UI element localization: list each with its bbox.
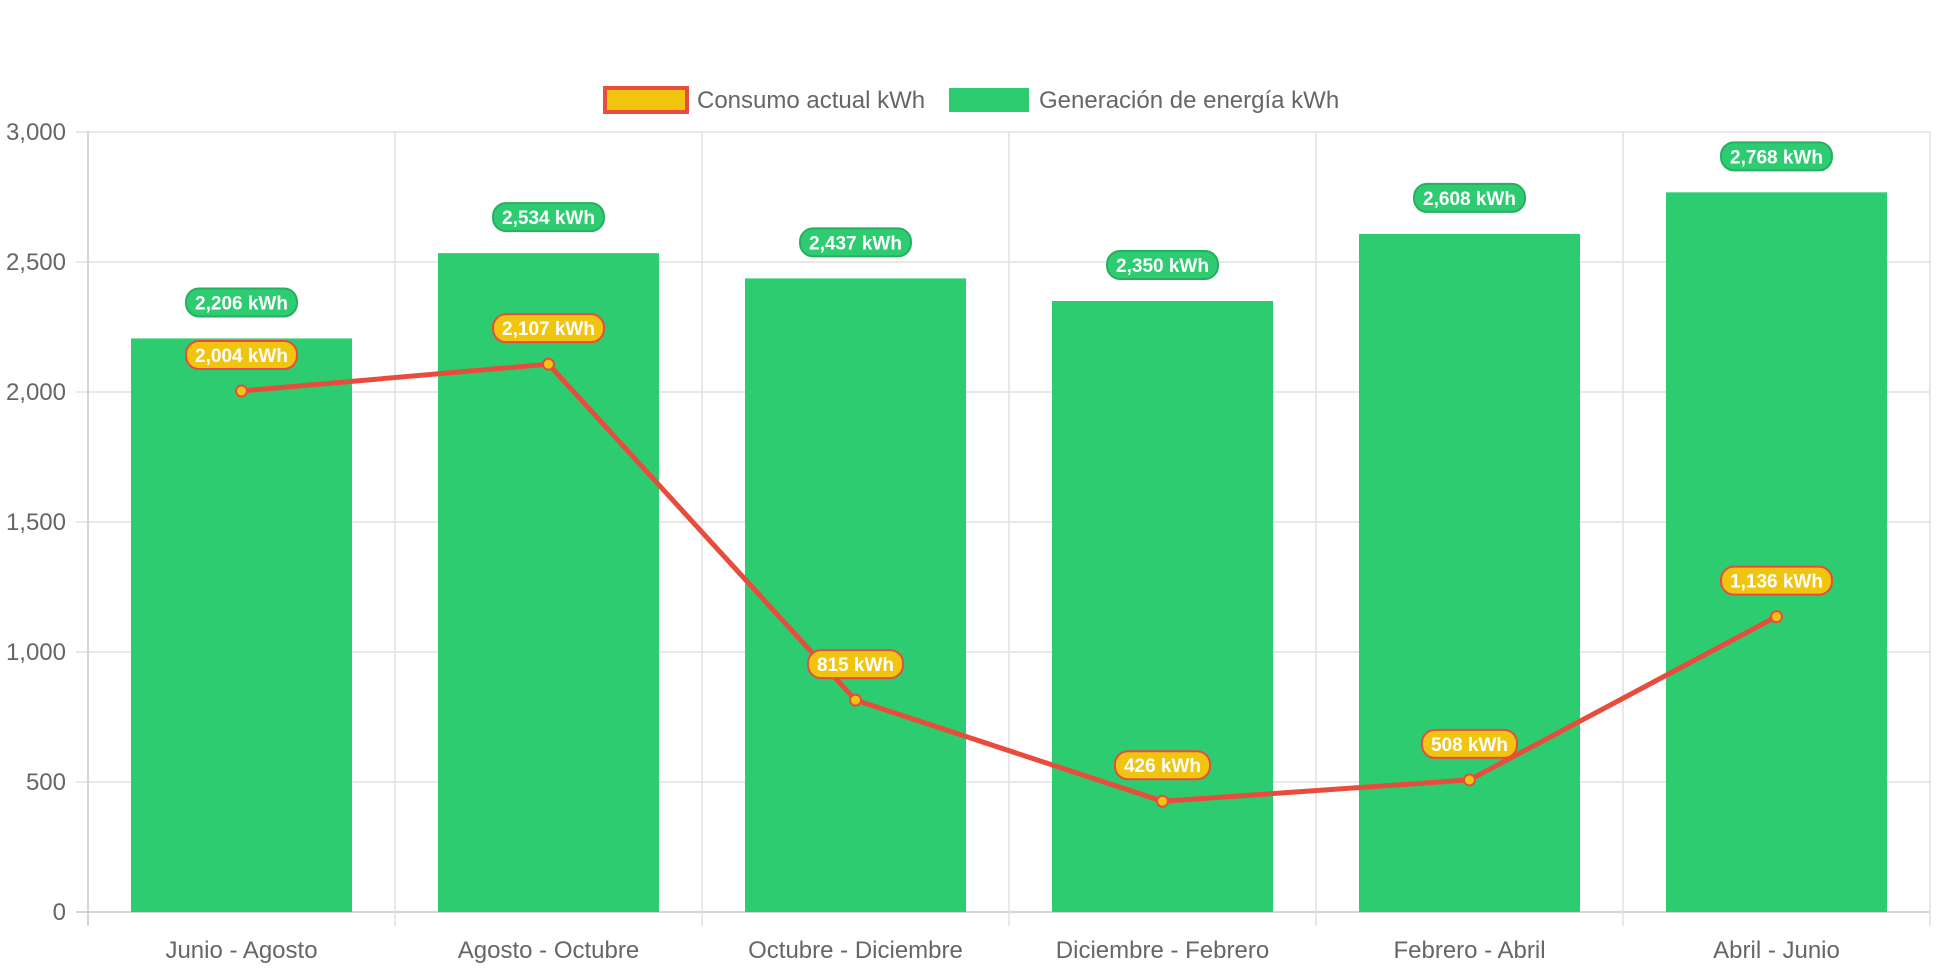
bar-generacion <box>1051 301 1274 912</box>
data-label-consumo: 815 kWh <box>806 649 905 680</box>
bar-generacion <box>437 253 660 912</box>
data-label-consumo-text: 508 kWh <box>1431 735 1508 756</box>
tick-layer: 0 500 1,000 1,500 2,000 2,500 3,000 Junio - Ago… <box>6 119 1840 964</box>
data-label-generacion: 2,437 kWh <box>799 227 912 258</box>
line-layer <box>235 357 1783 808</box>
point-consumo <box>849 693 862 707</box>
data-label-generacion: 2,608 kWh <box>1413 182 1526 213</box>
data-label-consumo-text: 815 kWh <box>817 655 894 676</box>
data-label-generacion-text: 2,534 kWh <box>502 208 595 229</box>
data-label-generacion-bg <box>492 202 605 233</box>
grid-layer <box>76 131 1931 926</box>
x-tick-label: Febrero - Abril <box>1393 937 1545 964</box>
data-label-layer: 2,206 kWh 2,534 kWh 2,437 kWh 2,350 kWh 2,60… <box>185 141 1833 781</box>
data-label-generacion: 2,768 kWh <box>1720 141 1833 172</box>
data-label-generacion-bg <box>1413 182 1526 213</box>
point-consumo <box>1770 610 1783 624</box>
data-label-generacion-text: 2,437 kWh <box>809 233 902 254</box>
data-label-consumo-bg <box>1113 750 1212 781</box>
y-tick-label: 2,000 <box>6 379 66 406</box>
data-label-generacion: 2,206 kWh <box>185 287 298 318</box>
data-label-consumo: 2,004 kWh <box>185 339 298 370</box>
legend-swatch-consumo <box>603 86 689 114</box>
data-label-consumo-bg <box>1420 728 1519 759</box>
data-label-consumo: 508 kWh <box>1420 728 1519 759</box>
data-label-consumo-text: 2,004 kWh <box>195 346 288 367</box>
bar-generacion <box>1358 233 1581 913</box>
point-consumo <box>235 384 248 398</box>
y-tick-label: 0 <box>53 899 66 926</box>
data-label-consumo-bg <box>185 339 298 370</box>
y-tick-label: 1,500 <box>6 509 66 536</box>
y-tick-label: 3,000 <box>6 119 66 146</box>
bar-generacion <box>130 338 353 912</box>
data-label-consumo: 1,136 kWh <box>1720 565 1833 596</box>
data-label-generacion-bg <box>1720 141 1833 172</box>
legend-swatch-generacion <box>949 88 1029 112</box>
data-label-consumo: 2,107 kWh <box>492 313 605 344</box>
data-label-generacion-text: 2,768 kWh <box>1730 147 1823 168</box>
data-label-consumo-bg <box>492 313 605 344</box>
data-label-generacion-text: 2,608 kWh <box>1423 189 1516 210</box>
data-label-consumo-bg <box>1720 565 1833 596</box>
x-tick-label: Abril - Junio <box>1713 937 1840 964</box>
x-tick-label: Junio - Agosto <box>165 937 317 964</box>
data-label-generacion: 2,534 kWh <box>492 202 605 233</box>
data-label-consumo-bg <box>806 649 905 680</box>
data-label-consumo-text: 2,107 kWh <box>502 319 595 340</box>
y-tick-label: 1,000 <box>6 639 66 666</box>
data-label-consumo-text: 1,136 kWh <box>1730 572 1823 593</box>
legend: Consumo actual kWh Generación de energía… <box>603 86 1339 114</box>
x-tick-label: Agosto - Octubre <box>458 937 639 964</box>
y-tick-label: 500 <box>26 769 66 796</box>
x-tick-label: Diciembre - Febrero <box>1056 937 1269 964</box>
bar-generacion <box>744 278 967 912</box>
data-label-consumo-text: 426 kWh <box>1124 756 1201 777</box>
data-label-generacion-bg <box>1106 250 1219 280</box>
data-label-generacion-bg <box>799 227 912 258</box>
data-label-generacion: 2,350 kWh <box>1106 250 1219 280</box>
point-consumo <box>542 357 555 371</box>
line-consumo <box>241 361 1778 804</box>
legend-item-consumo[interactable]: Consumo actual kWh <box>603 86 925 114</box>
data-label-consumo: 426 kWh <box>1113 750 1212 781</box>
point-consumo <box>1156 794 1169 808</box>
bar-generacion <box>1665 192 1888 912</box>
point-consumo <box>1463 773 1476 787</box>
data-label-generacion-bg <box>185 287 298 318</box>
legend-label-consumo: Consumo actual kWh <box>697 87 925 114</box>
y-tick-label: 2,500 <box>6 249 66 276</box>
legend-item-generacion[interactable]: Generación de energía kWh <box>949 87 1339 114</box>
x-tick-label: Octubre - Diciembre <box>748 937 963 964</box>
legend-label-generacion: Generación de energía kWh <box>1039 87 1339 114</box>
bar-layer <box>130 192 1888 913</box>
data-label-generacion-text: 2,350 kWh <box>1116 256 1209 277</box>
data-label-generacion-text: 2,206 kWh <box>195 293 288 314</box>
